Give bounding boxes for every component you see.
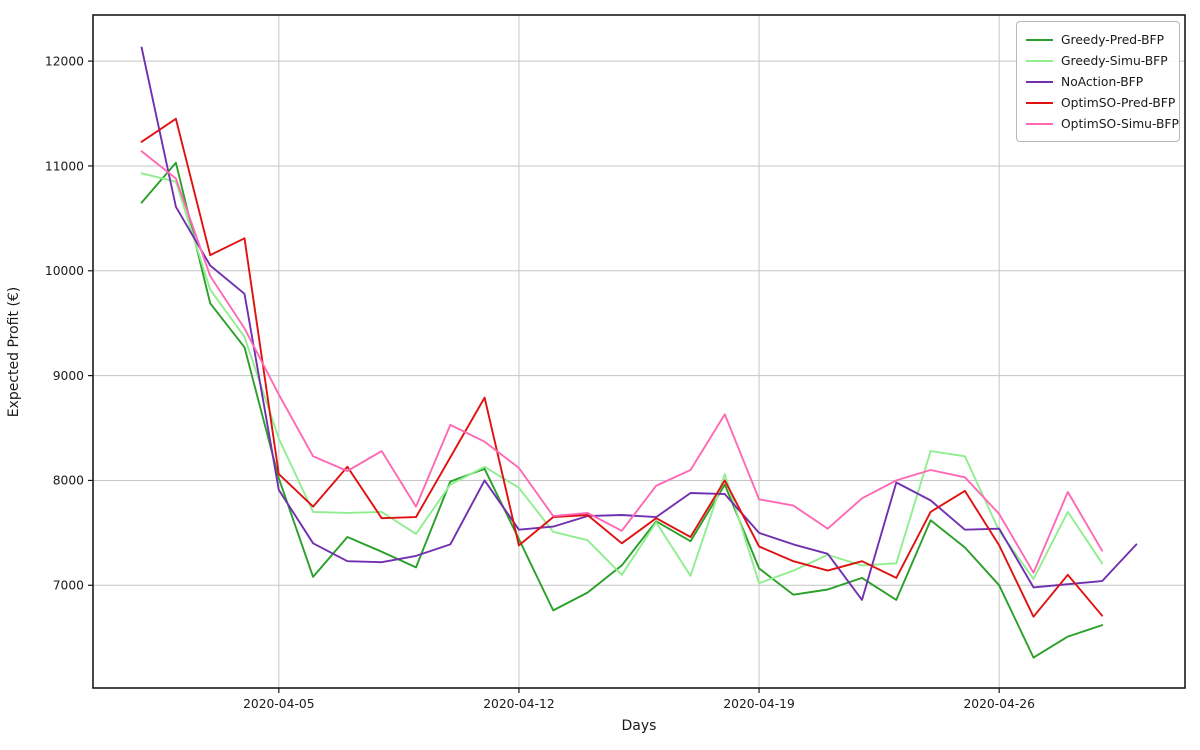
legend-item-noaction-bfp: NoAction-BFP (1026, 71, 1170, 92)
y-tick-label: 11000 (45, 159, 84, 173)
x-tick-label: 2020-04-26 (963, 697, 1035, 711)
y-tick-label: 7000 (53, 579, 84, 593)
legend-line-swatch (1026, 80, 1053, 83)
legend-label: OptimSO-Simu-BFP (1061, 116, 1179, 131)
legend-label: OptimSO-Pred-BFP (1061, 95, 1176, 110)
series-line-optimso-simu-bfp (140, 150, 1104, 574)
legend-line-swatch (1026, 101, 1053, 104)
plot-border (92, 14, 1186, 689)
series-line-noaction-bfp (140, 46, 1138, 601)
series-line-greedy-pred-bfp (140, 161, 1104, 659)
series-line-greedy-simu-bfp (140, 172, 1104, 585)
legend-item-optimso-simu-bfp: OptimSO-Simu-BFP (1026, 113, 1179, 134)
legend-item-greedy-simu-bfp: Greedy-Simu-BFP (1026, 50, 1170, 71)
legend-line-swatch (1026, 122, 1053, 125)
x-tick-label: 2020-04-05 (243, 697, 314, 711)
legend: Greedy-Pred-BFP Greedy-Simu-BFP NoAction-B… (1016, 21, 1180, 142)
y-tick-label: 12000 (45, 54, 84, 68)
legend-label: NoAction-BFP (1061, 74, 1144, 89)
legend-item-greedy-pred-bfp: Greedy-Pred-BFP (1026, 29, 1170, 50)
x-tick-label: 2020-04-12 (483, 697, 554, 711)
legend-line-swatch (1026, 59, 1053, 62)
series-line-optimso-pred-bfp (140, 117, 1104, 618)
y-tick-label: 10000 (45, 264, 84, 278)
legend-line-swatch (1026, 38, 1053, 41)
x-axis-label: Days (621, 718, 657, 734)
legend-label: Greedy-Simu-BFP (1061, 53, 1168, 68)
legend-item-optimso-pred-bfp: OptimSO-Pred-BFP (1026, 92, 1175, 113)
y-tick-label: 8000 (53, 474, 84, 488)
y-axis-label: Expected Profit (€) (6, 286, 22, 418)
y-tick-label: 9000 (53, 369, 84, 383)
legend-label: Greedy-Pred-BFP (1061, 32, 1165, 47)
x-tick-label: 2020-04-19 (723, 697, 794, 711)
